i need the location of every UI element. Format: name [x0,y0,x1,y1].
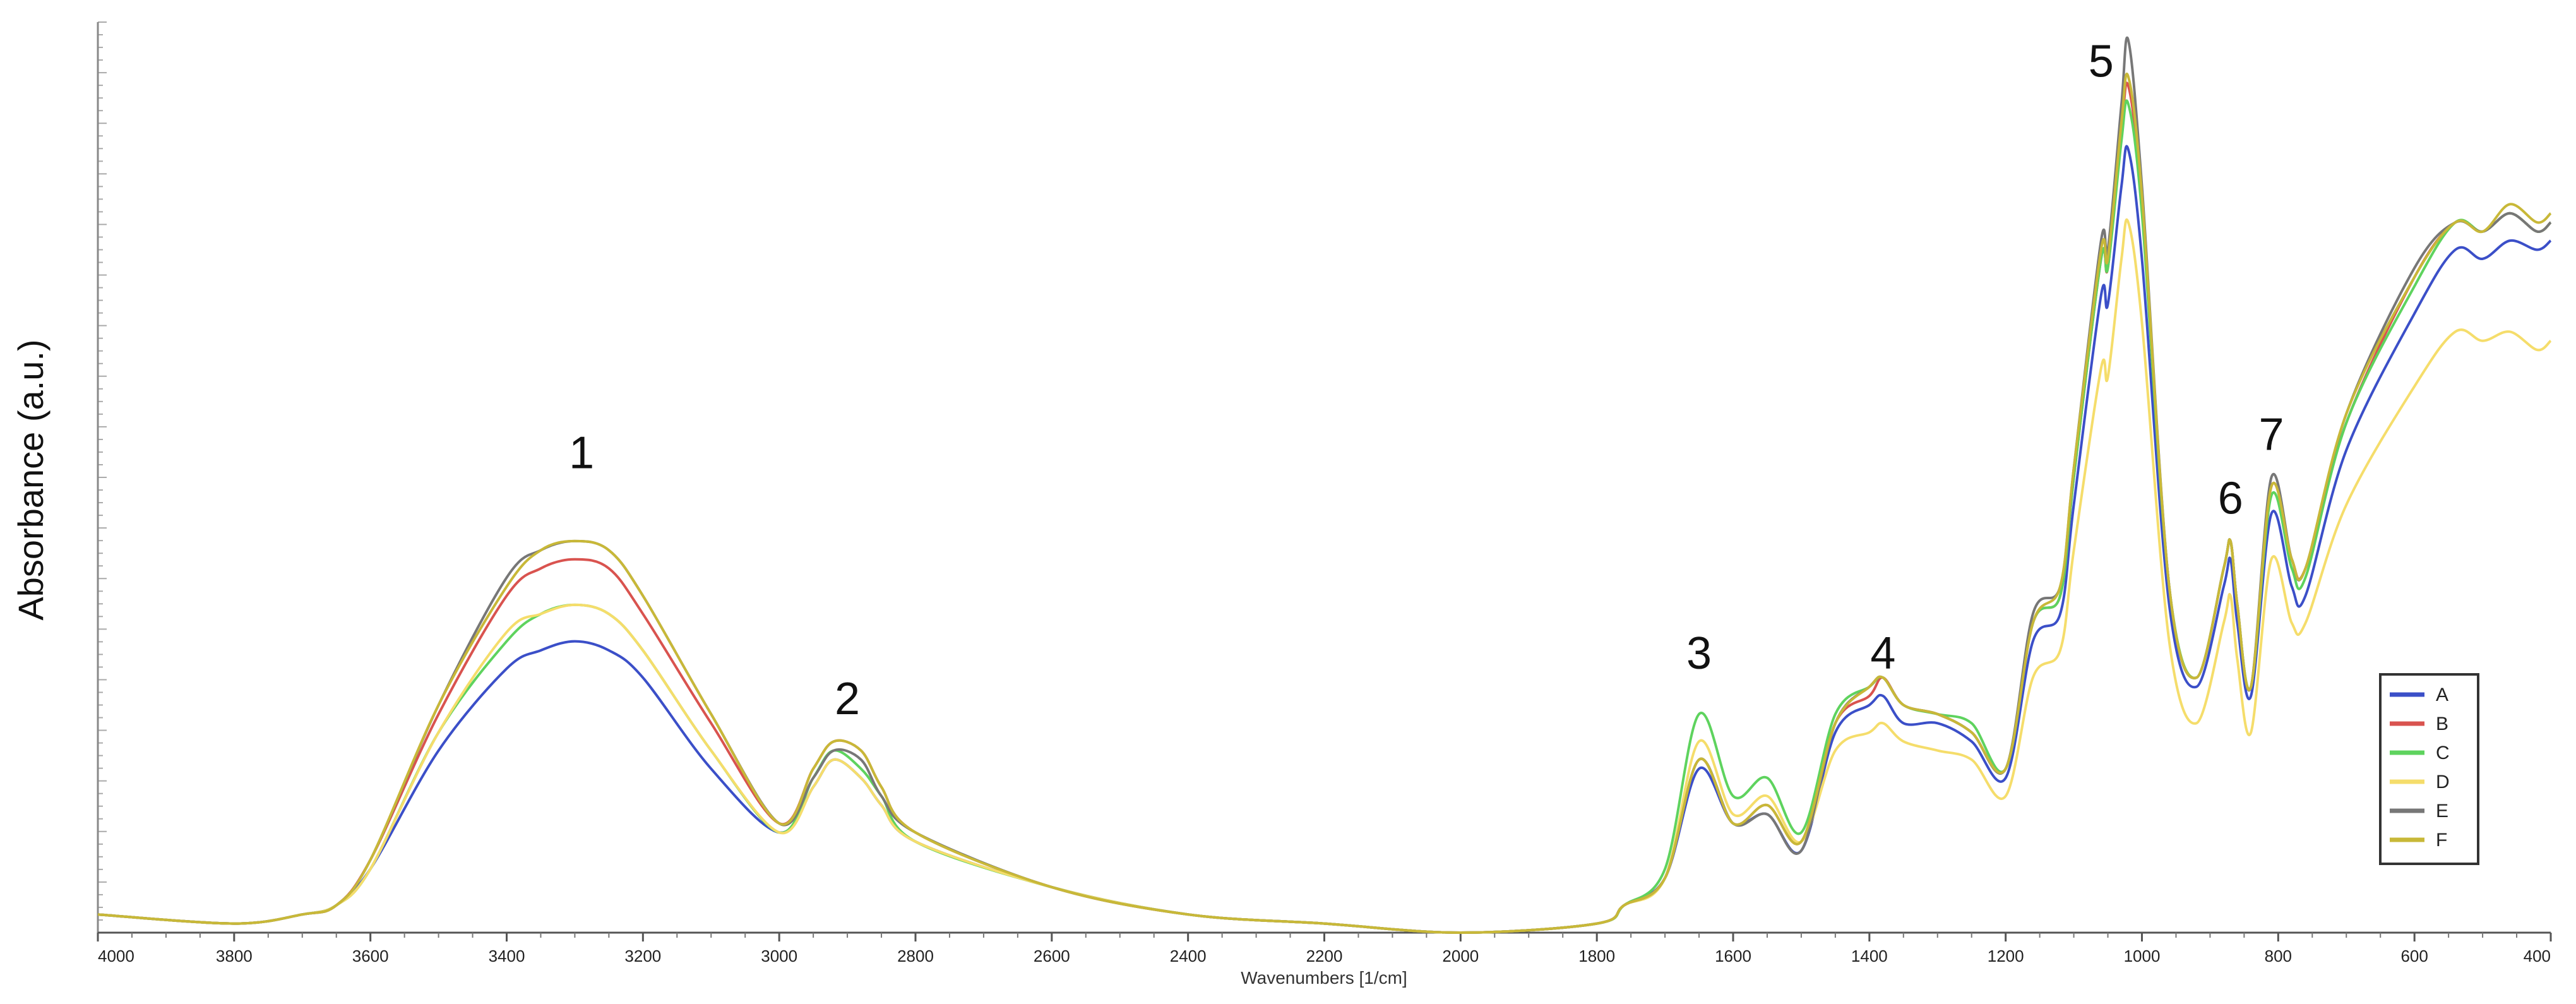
x-axis-ticks: 4000 3800 3600 3400 3200 3000 2800 2600 2400 2200… [97,933,2552,965]
x-tick-label: 2400 [1170,947,1207,965]
legend-label-e: E [2436,801,2448,822]
x-tick-label: 3400 [489,947,525,965]
series-line-a [97,145,2552,934]
x-tick-label: 3600 [352,947,389,965]
series-line-d [97,218,2552,934]
legend-label-a: A [2436,684,2448,705]
x-tick-label: 4000 [98,947,134,965]
peak-label-5: 5 [2089,37,2114,87]
y-axis-title: Absorbance (a.u.) [11,339,51,620]
peak-annotations: 1 2 3 4 5 67 [569,37,2284,724]
legend-label-c: C [2436,743,2450,763]
x-tick-label: 2600 [1034,947,1070,965]
peak-label-6: 6 [2218,474,2243,524]
peak-label-3: 3 [1686,628,1712,679]
peak-label-1: 1 [569,428,594,479]
series-lines [97,36,2552,934]
x-tick-label: 2000 [1442,947,1479,965]
legend-label-b: B [2436,714,2448,734]
x-tick-label: 1000 [2124,947,2161,965]
x-axis-title: Wavenumbers [1/cm] [1241,968,1407,988]
series-line-f [97,72,2552,934]
legend-label-f: F [2436,830,2447,851]
peak-label-2: 2 [835,674,860,724]
x-tick-label: 2200 [1306,947,1343,965]
x-tick-label: 1800 [1578,947,1615,965]
x-tick-label: 800 [2265,947,2292,965]
x-tick-label: 400 [2524,947,2551,965]
x-tick-label: 600 [2400,947,2428,965]
x-tick-label: 1200 [1988,947,2024,965]
x-tick-label: 3000 [761,947,797,965]
peak-label-7: 7 [2259,410,2284,460]
x-tick-label: 1400 [1851,947,1888,965]
x-tick-label: 3200 [624,947,661,965]
legend-label-d: D [2436,772,2450,792]
x-tick-label: 1600 [1715,947,1751,965]
x-tick-label: 3800 [216,947,253,965]
legend-box [2379,673,2479,865]
peak-label-4: 4 [1870,628,1895,679]
x-tick-label: 2800 [897,947,934,965]
